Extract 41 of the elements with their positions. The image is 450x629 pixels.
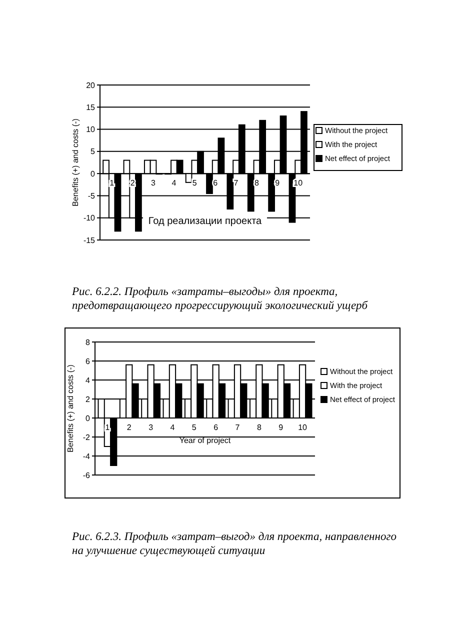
x-tick-label: 8 xyxy=(256,423,262,432)
y-tick-label: -2 xyxy=(82,432,91,442)
x-tick-label: 9 xyxy=(278,423,284,432)
x-tick-label: 4 xyxy=(170,423,176,432)
y-tick-label: 15 xyxy=(86,102,96,112)
x-axis-title: Year of project xyxy=(179,436,232,445)
y-tick-label: 8 xyxy=(86,338,91,347)
x-tick-label: 2 xyxy=(126,423,132,432)
text: Рис. 6.2.2. Профиль «затраты–выгоды» для проекта, предотвращающего прогрессирующий экологический ущерб xyxy=(71,286,369,312)
x-tick-label: 8 xyxy=(254,178,260,188)
x-tick-label: 6 xyxy=(213,178,218,188)
y-tick-label: 0 xyxy=(86,414,91,423)
x-tick-label: 3 xyxy=(151,178,156,188)
x-tick-label: 3 xyxy=(148,423,154,432)
y-tick-label: -10 xyxy=(83,214,96,223)
y-tick-label: -15 xyxy=(83,236,96,245)
x-tick-label: 1 xyxy=(105,423,110,432)
y-axis-title: Benefits (+) and costs (-) xyxy=(71,118,80,206)
x-tick-label: 7 xyxy=(235,423,240,432)
y-tick-label: -5 xyxy=(88,192,96,201)
x-tick-label: 10 xyxy=(298,423,308,432)
y-tick-label: -6 xyxy=(82,470,91,480)
x-tick-label: 5 xyxy=(192,178,198,188)
text: Рис. 6.2.3. Профиль «затрат–выгод» для проекта, направленного на улучшение существующей ситуации xyxy=(71,531,397,557)
x-tick-label: 5 xyxy=(192,423,197,432)
x-tick-label: 9 xyxy=(275,178,280,188)
y-tick-label: 20 xyxy=(86,80,96,90)
y-tick-label: 4 xyxy=(86,376,91,385)
x-tick-label: 1 xyxy=(110,178,115,188)
x-tick-label: 7 xyxy=(234,178,239,188)
x-tick-label: 4 xyxy=(172,178,177,188)
y-tick-label: 6 xyxy=(86,356,91,366)
y-tick-label: 10 xyxy=(86,125,96,134)
x-tick-label: 6 xyxy=(214,423,219,432)
x-axis-title: Год реализации проекта xyxy=(148,216,262,227)
x-tick-label: 2 xyxy=(130,178,136,188)
y-axis-title: Benefits (+) and costs (-) xyxy=(66,364,75,452)
y-tick-label: 0 xyxy=(90,169,96,178)
y-tick-label: 5 xyxy=(90,147,96,156)
y-tick-label: 2 xyxy=(86,394,91,404)
y-tick-label: -4 xyxy=(82,452,91,461)
